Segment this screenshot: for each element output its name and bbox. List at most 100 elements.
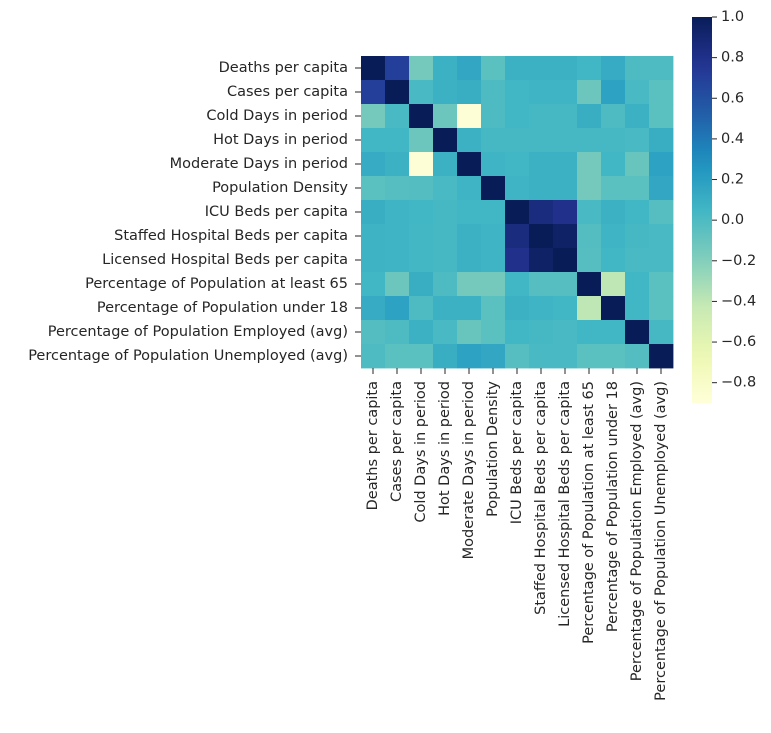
heatmap-cell-r4-c0	[361, 152, 386, 177]
heatmap-cell-r4-c7	[529, 152, 554, 177]
heatmap-cell-r8-c5	[481, 248, 506, 273]
heatmap-cell-r0-c0	[361, 56, 386, 81]
heatmap-cell-r7-c1	[385, 224, 410, 249]
heatmap-cell-r9-c8	[553, 272, 578, 297]
heatmap-cell-r1-c6	[505, 80, 530, 105]
heatmap-cell-r5-c5	[481, 176, 506, 201]
colorbar-tick-label: 0.8	[721, 50, 744, 66]
heatmap-cell-r10-c1	[385, 296, 410, 321]
y-tick-label-percentage-of-population-at-least-65: Percentage of Population at least 65	[85, 276, 348, 292]
heatmap-cell-r10-c10	[601, 296, 626, 321]
heatmap-cell-r9-c2	[409, 272, 434, 297]
x-tick-label-percentage-of-population-under-18: Percentage of Population under 18	[605, 381, 621, 632]
heatmap-cell-r4-c10	[601, 152, 626, 177]
heatmap-cell-r7-c7	[529, 224, 554, 249]
heatmap-cell-r8-c1	[385, 248, 410, 273]
heatmap-cell-r3-c10	[601, 128, 626, 153]
y-tick-label-percentage-of-population-employed-avg: Percentage of Population Employed (avg)	[48, 324, 348, 340]
heatmap-cell-r11-c2	[409, 320, 434, 345]
x-tick-label-moderate-days-in-period: Moderate Days in period	[461, 381, 477, 559]
heatmap-cell-r2-c12	[649, 104, 674, 129]
heatmap-cell-r6-c12	[649, 200, 674, 225]
heatmap-cell-r3-c5	[481, 128, 506, 153]
colorbar-tick-label: −0.2	[721, 253, 756, 269]
heatmap-cell-r1-c10	[601, 80, 626, 105]
heatmap-cell-r1-c12	[649, 80, 674, 105]
heatmap-cell-r10-c2	[409, 296, 434, 321]
heatmap-cell-r4-c5	[481, 152, 506, 177]
heatmap-cell-r12-c12	[649, 344, 674, 369]
x-tick-label-icu-beds-per-capita: ICU Beds per capita	[509, 381, 525, 524]
colorbar-tick-label: −0.8	[721, 375, 756, 391]
heatmap-cell-r4-c8	[553, 152, 578, 177]
heatmap-cell-r0-c6	[505, 56, 530, 81]
heatmap-cell-r10-c9	[577, 296, 602, 321]
heatmap-cell-r6-c2	[409, 200, 434, 225]
heatmap-cell-r8-c12	[649, 248, 674, 273]
y-tick-label-population-density: Population Density	[212, 180, 348, 196]
heatmap-cell-r6-c0	[361, 200, 386, 225]
heatmap-cell-r4-c4	[457, 152, 482, 177]
x-tick-label-percentage-of-population-employed-avg: Percentage of Population Employed (avg)	[629, 381, 645, 681]
heatmap-cell-r11-c12	[649, 320, 674, 345]
heatmap-cell-r12-c3	[433, 344, 458, 369]
colorbar-gradient	[692, 17, 712, 403]
heatmap-cell-r8-c3	[433, 248, 458, 273]
heatmap-cell-r7-c9	[577, 224, 602, 249]
heatmap-cell-r7-c11	[625, 224, 650, 249]
heatmap-cell-r0-c1	[385, 56, 410, 81]
x-tick-label-cold-days-in-period: Cold Days in period	[413, 381, 429, 523]
y-tick-label-moderate-days-in-period: Moderate Days in period	[170, 156, 348, 172]
heatmap-cell-r3-c8	[553, 128, 578, 153]
heatmap-cell-r1-c11	[625, 80, 650, 105]
heatmap-cell-r9-c7	[529, 272, 554, 297]
heatmap-cell-r11-c10	[601, 320, 626, 345]
heatmap-cell-r7-c6	[505, 224, 530, 249]
heatmap-cell-r8-c9	[577, 248, 602, 273]
colorbar-tick-label: 0.2	[721, 172, 744, 188]
heatmap-cell-r0-c10	[601, 56, 626, 81]
heatmap-cell-r3-c2	[409, 128, 434, 153]
heatmap-cell-r7-c5	[481, 224, 506, 249]
heatmap-cell-r10-c6	[505, 296, 530, 321]
heatmap-cell-r12-c0	[361, 344, 386, 369]
y-tick-label-icu-beds-per-capita: ICU Beds per capita	[205, 204, 348, 220]
colorbar-tick-label: −0.4	[721, 293, 756, 309]
heatmap-cell-r1-c5	[481, 80, 506, 105]
heatmap-cell-r9-c3	[433, 272, 458, 297]
heatmap-cell-r6-c7	[529, 200, 554, 225]
heatmap-cell-r1-c1	[385, 80, 410, 105]
heatmap-cell-r8-c6	[505, 248, 530, 273]
heatmap-cell-r10-c12	[649, 296, 674, 321]
heatmap-cell-r3-c12	[649, 128, 674, 153]
y-tick-label-cold-days-in-period: Cold Days in period	[206, 108, 348, 124]
heatmap-cell-r10-c11	[625, 296, 650, 321]
heatmap-cell-r6-c6	[505, 200, 530, 225]
heatmap-cell-r3-c1	[385, 128, 410, 153]
heatmap-cell-r11-c11	[625, 320, 650, 345]
heatmap-cell-r7-c8	[553, 224, 578, 249]
heatmap-cell-r6-c3	[433, 200, 458, 225]
heatmap-cell-r5-c0	[361, 176, 386, 201]
heatmap-cell-r10-c4	[457, 296, 482, 321]
heatmap-cell-r8-c7	[529, 248, 554, 273]
heatmap-cell-r8-c10	[601, 248, 626, 273]
heatmap-cell-r0-c11	[625, 56, 650, 81]
heatmap-cell-r11-c9	[577, 320, 602, 345]
x-tick-label-staffed-hospital-beds-per-capita: Staffed Hospital Beds per capita	[533, 381, 549, 615]
heatmap-cell-r8-c11	[625, 248, 650, 273]
heatmap-cell-r2-c9	[577, 104, 602, 129]
colorbar-ticks: 1.0 0.8 0.6 0.4 0.2 0.0 −0.2 −0.4 −0.6 −0.8	[712, 9, 756, 391]
heatmap-cell-r1-c0	[361, 80, 386, 105]
heatmap-cell-r0-c12	[649, 56, 674, 81]
heatmap-cell-r3-c3	[433, 128, 458, 153]
heatmap-cell-r2-c8	[553, 104, 578, 129]
colorbar-tick-label: 1.0	[721, 9, 744, 25]
heatmap-cell-r1-c2	[409, 80, 434, 105]
heatmap-cell-r11-c7	[529, 320, 554, 345]
heatmap-cell-r9-c4	[457, 272, 482, 297]
heatmap-cell-r5-c11	[625, 176, 650, 201]
heatmap-cell-r10-c5	[481, 296, 506, 321]
x-tick-label-percentage-of-population-unemployed-avg: Percentage of Population Unemployed (avg…	[653, 381, 669, 701]
